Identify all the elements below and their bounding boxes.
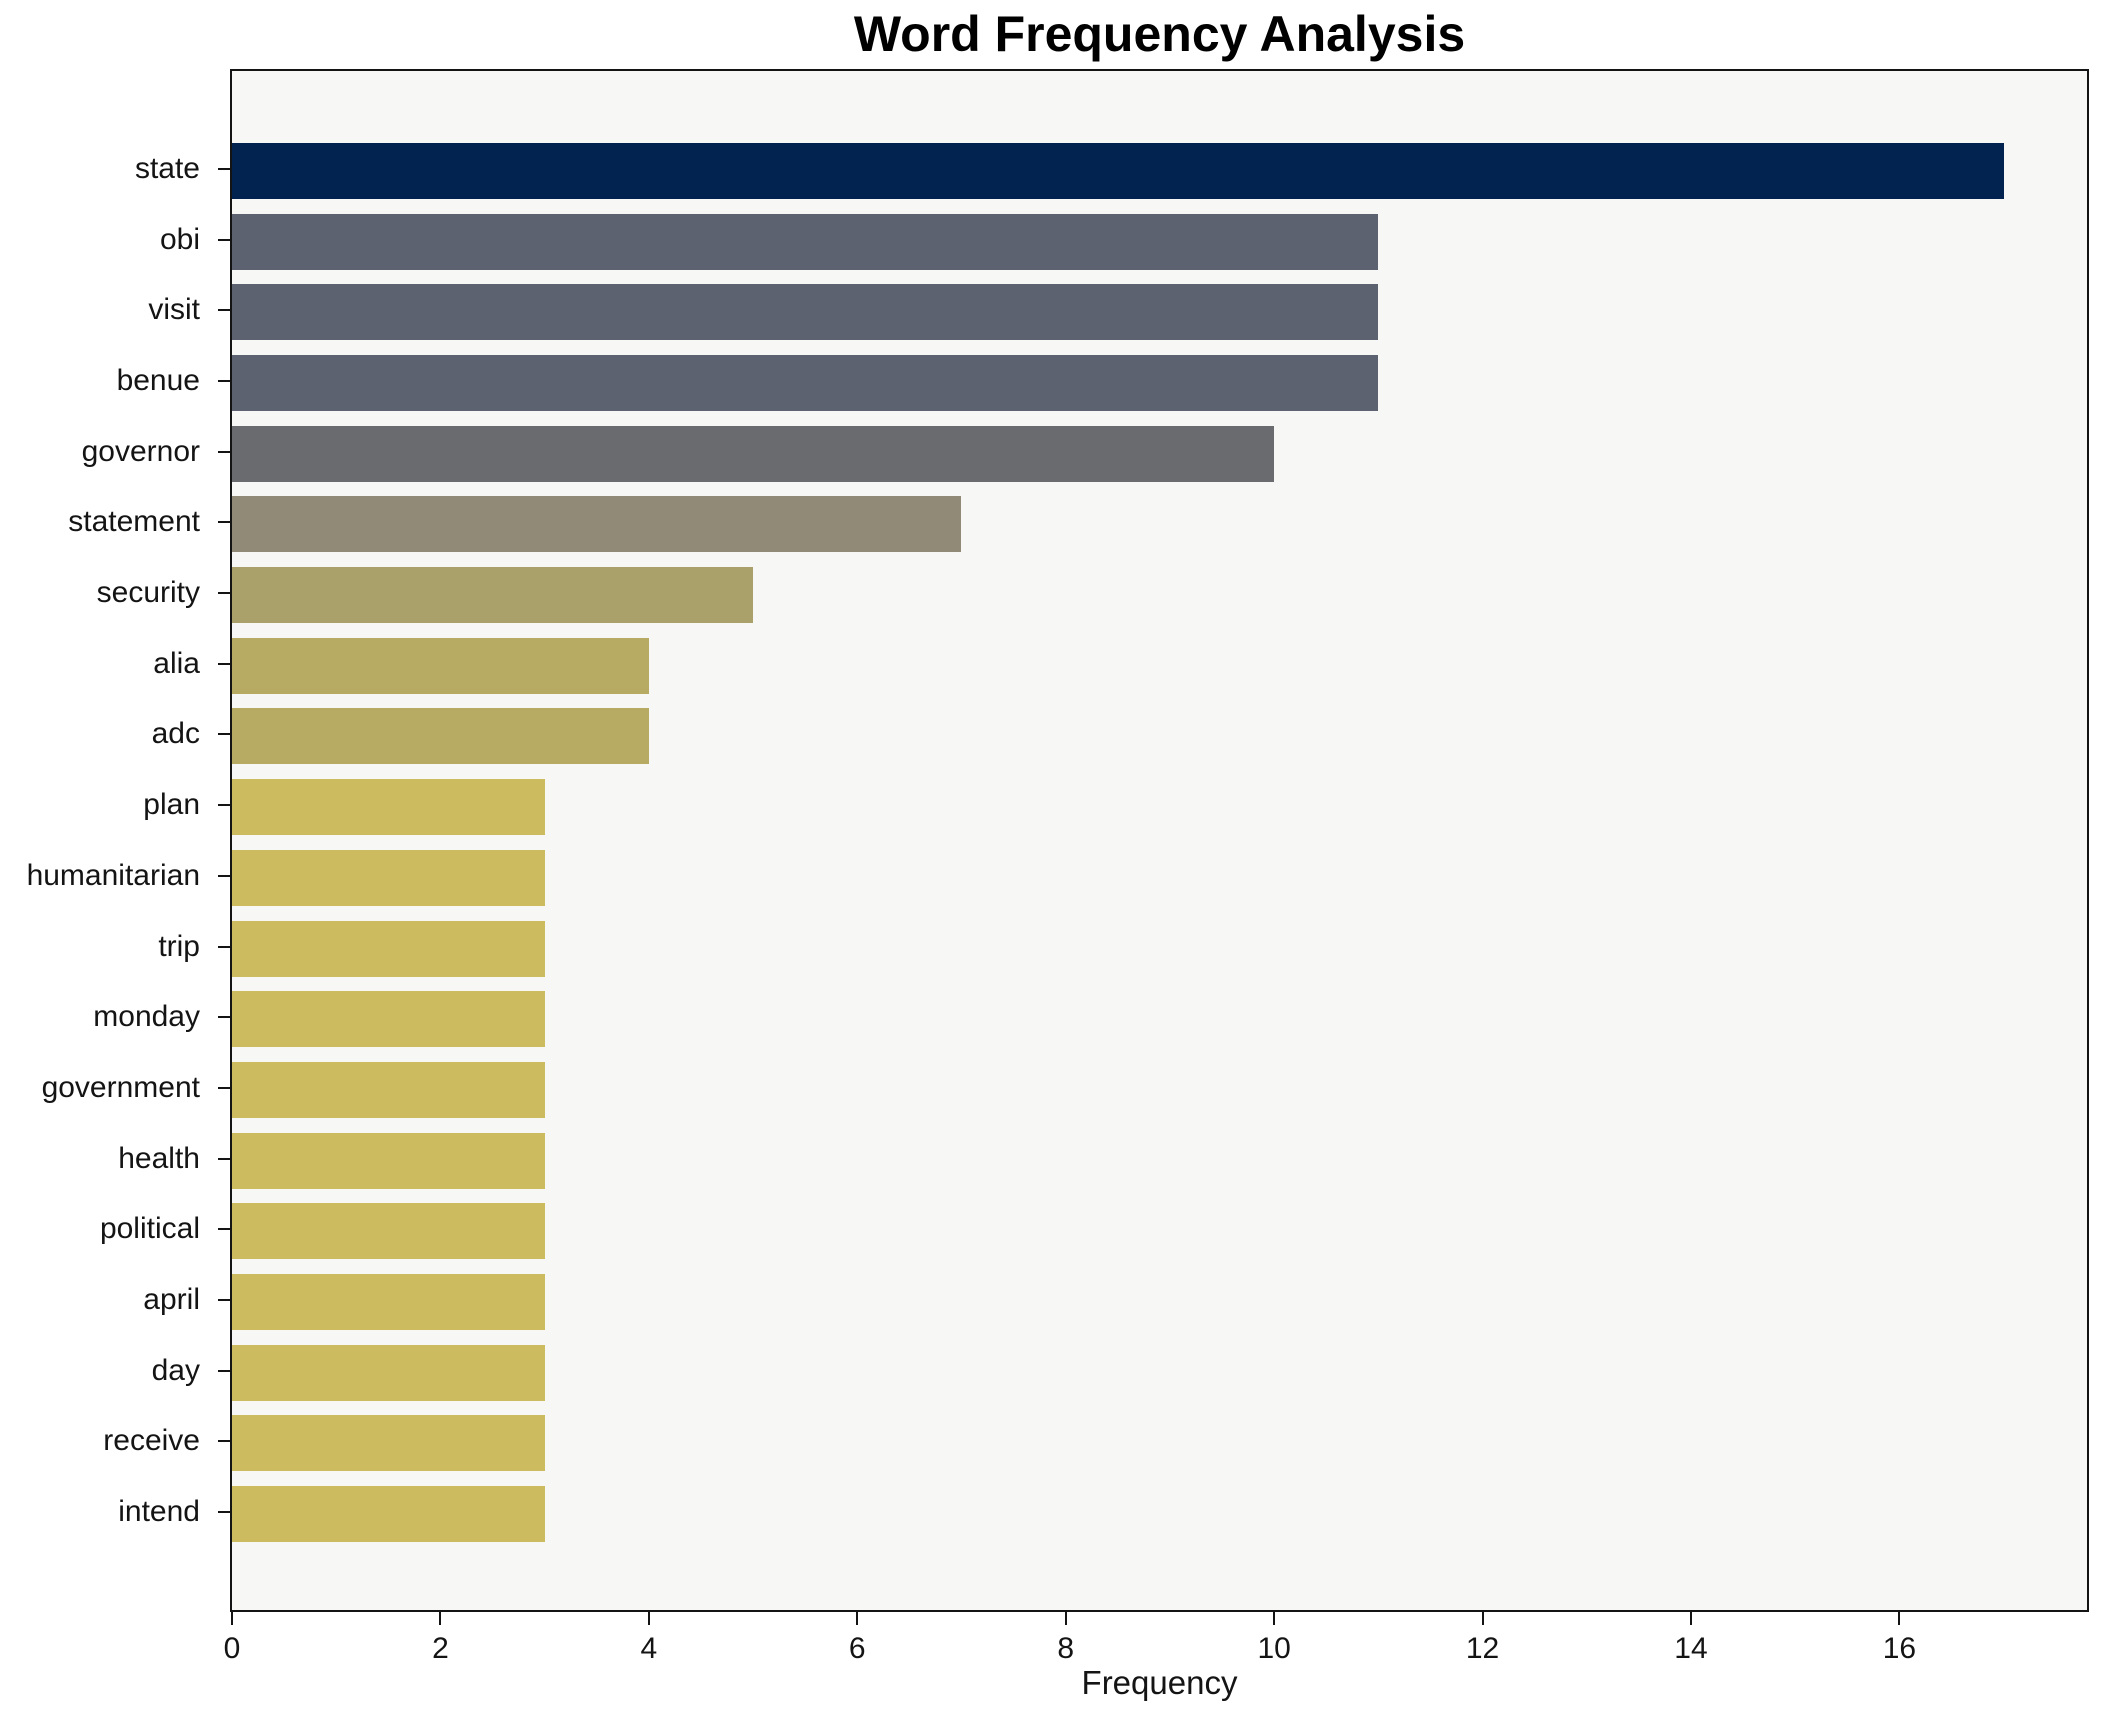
y-tick-mark	[218, 662, 230, 665]
x-axis-label: Frequency	[1081, 1664, 1238, 1701]
y-tick-mark	[218, 733, 230, 736]
x-tick-mark	[1898, 1612, 1901, 1625]
x-tick-label-0: 0	[223, 1632, 241, 1665]
y-tick-mark	[218, 1157, 230, 1160]
y-tick-label-intend: intend	[118, 1495, 200, 1528]
bar-political	[232, 1203, 545, 1260]
y-tick-mark	[218, 1511, 230, 1513]
y-tick-mark	[218, 592, 230, 595]
bar-receive	[232, 1415, 545, 1472]
bar-adc	[232, 708, 649, 765]
y-tick-label-trip: trip	[158, 929, 200, 963]
y-tick-label-statement: statement	[68, 505, 200, 539]
y-tick-mark	[218, 874, 230, 877]
bar-visit	[232, 284, 1379, 341]
y-tick-label-state: state	[134, 152, 200, 185]
y-tick-mark	[218, 521, 230, 524]
y-tick-label-monday: monday	[93, 1000, 200, 1034]
x-tick-mark	[647, 1612, 650, 1625]
y-tick-label-adc: adc	[151, 717, 200, 751]
x-tick-mark	[856, 1612, 859, 1625]
y-tick-label-april: april	[143, 1282, 200, 1316]
y-tick-mark	[218, 1369, 230, 1372]
bar-trip	[232, 920, 545, 977]
chart-title: Word Frequency Analysis	[853, 6, 1466, 62]
bar-state	[232, 143, 2004, 199]
y-tick-mark	[218, 804, 230, 807]
bar-day	[232, 1344, 545, 1401]
bar-governor	[232, 425, 1275, 482]
bar-statement	[232, 496, 962, 553]
bar-humanitarian	[232, 849, 545, 906]
x-tick-label-10: 10	[1257, 1632, 1291, 1665]
bar-intend	[232, 1486, 545, 1542]
bar-benue	[232, 355, 1379, 412]
y-tick-label-visit: visit	[148, 293, 200, 327]
y-tick-mark	[218, 380, 230, 383]
y-tick-label-humanitarian: humanitarian	[26, 858, 200, 892]
y-tick-mark	[218, 450, 230, 453]
y-tick-mark	[218, 238, 230, 241]
bar-april	[232, 1273, 545, 1330]
y-tick-mark	[218, 1016, 230, 1019]
bar-plan	[232, 779, 545, 836]
y-axis: state obi visit benue governor statement secur…	[0, 69, 230, 1612]
y-tick-label-health: health	[118, 1141, 200, 1175]
x-tick-label-6: 6	[848, 1632, 866, 1665]
x-tick-label-14: 14	[1674, 1632, 1708, 1665]
x-tick-label-12: 12	[1465, 1632, 1500, 1665]
x-tick-mark	[439, 1612, 442, 1625]
y-tick-mark	[218, 309, 230, 312]
x-tick-mark	[231, 1612, 233, 1625]
y-tick-label-government: government	[41, 1070, 200, 1104]
x-tick-mark	[1481, 1612, 1484, 1625]
y-tick-label-plan: plan	[143, 788, 200, 822]
y-tick-mark	[218, 1440, 230, 1443]
x-tick-label-8: 8	[1057, 1632, 1075, 1665]
plot-area	[230, 69, 2089, 1612]
bar-alia	[232, 637, 649, 694]
x-tick-mark	[1273, 1612, 1276, 1625]
y-tick-mark	[218, 1298, 230, 1301]
y-tick-label-security: security	[96, 576, 200, 610]
y-tick-label-benue: benue	[116, 364, 200, 398]
y-tick-label-day: day	[151, 1353, 200, 1387]
x-tick-label-16: 16	[1882, 1632, 1917, 1665]
x-tick-mark	[1689, 1612, 1692, 1625]
y-tick-label-obi: obi	[159, 222, 200, 256]
y-tick-label-receive: receive	[103, 1424, 200, 1458]
bar-government	[232, 1061, 545, 1118]
y-tick-mark	[218, 168, 230, 170]
bar-security	[232, 567, 754, 624]
y-tick-label-governor: governor	[81, 434, 200, 468]
bar-obi	[232, 213, 1379, 270]
y-tick-label-alia: alia	[153, 646, 200, 680]
bar-monday	[232, 991, 545, 1048]
y-tick-mark	[218, 1228, 230, 1231]
x-tick-label-2: 2	[432, 1632, 449, 1665]
bars-container	[232, 71, 2087, 1610]
y-tick-mark	[218, 1086, 230, 1089]
x-tick-label-4: 4	[640, 1632, 658, 1665]
bar-health	[232, 1132, 545, 1189]
x-axis: 0 2 4 6 8 10 12 14 16	[224, 1612, 2089, 1722]
y-tick-label-political: political	[99, 1212, 200, 1246]
y-tick-mark	[218, 945, 230, 948]
x-tick-mark	[1064, 1612, 1067, 1625]
